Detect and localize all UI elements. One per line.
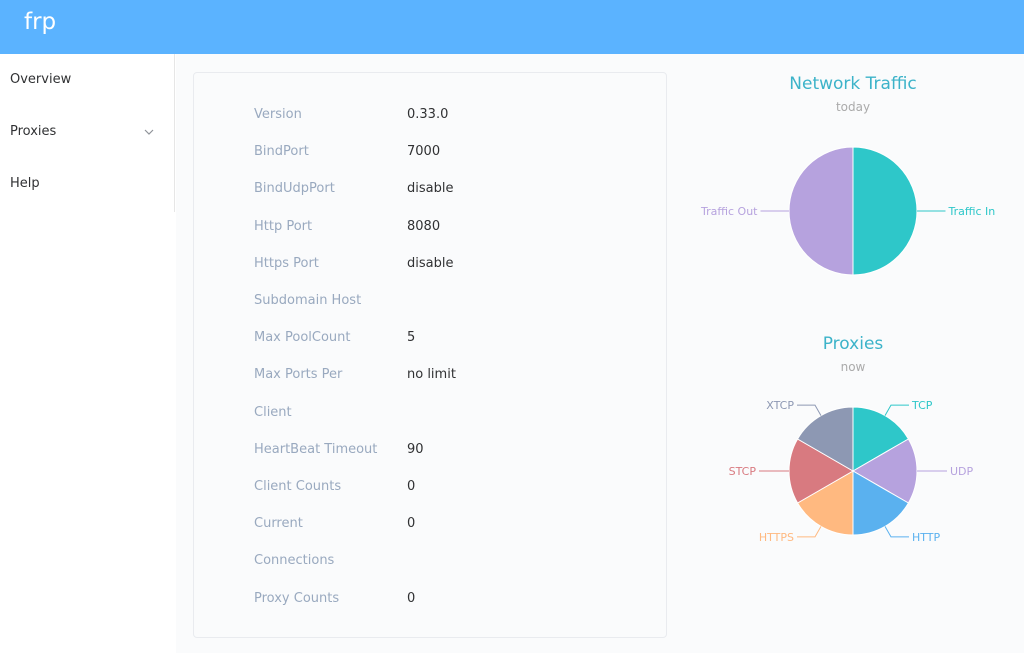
app-header: frp [0, 0, 1024, 54]
sidebar-item-overview[interactable]: Overview [0, 54, 174, 106]
info-label: BindUdpPort [254, 181, 335, 197]
info-value: 0 [407, 479, 416, 494]
info-value: disable [407, 181, 454, 197]
info-label: Connections [254, 553, 335, 569]
pie-label-https: HTTPS [759, 531, 794, 544]
pie-label-line [884, 404, 909, 416]
chart-title-traffic: Network Traffic [789, 74, 917, 94]
info-label: Current [254, 516, 303, 532]
info-label: Client [254, 404, 292, 420]
chart-subtitle-proxies: now [840, 360, 866, 374]
info-label: Http Port [254, 218, 313, 234]
pie-label-traffic-in: Traffic In [948, 205, 996, 218]
chevron-down-icon [144, 106, 154, 158]
chart-subtitle-traffic: today [835, 100, 871, 114]
info-value: 5 [407, 330, 416, 346]
pie-label-line [797, 526, 822, 538]
sidebar-item-help[interactable]: Help [0, 158, 174, 210]
sidebar-item-label: Overview [10, 72, 72, 87]
info-value: 0.33.0 [407, 107, 449, 122]
chart-title-proxies: Proxies [822, 334, 884, 354]
info-label: Proxy Counts [254, 590, 340, 606]
info-value: 7000 [407, 144, 441, 160]
info-label: Max PoolCount [254, 330, 351, 346]
info-value: 8080 [407, 218, 441, 234]
pie-slice-udp[interactable] [851, 438, 918, 504]
sidebar-menu: Overview Proxies Help [0, 54, 175, 212]
info-value: 90 [407, 441, 424, 457]
info-label: BindPort [254, 144, 309, 160]
pie-slice-xtcp[interactable] [796, 406, 854, 472]
pie-label-line [797, 404, 822, 416]
info-value: 0 [407, 516, 416, 532]
info-label: Version [254, 107, 302, 122]
pie-slice-https[interactable] [796, 470, 854, 536]
pie-label-udp: UDP [950, 465, 974, 478]
info-label: Subdomain Host [254, 293, 362, 308]
sidebar-item-label: Help [10, 176, 40, 191]
pie-label-stcp: STCP [729, 465, 757, 478]
pie-slice-traffic-in[interactable] [852, 146, 918, 276]
pie-slice-tcp[interactable] [852, 406, 910, 472]
server-info-card: Version 0.33.0 BindPort 7000 BindUdpPort disa… [193, 72, 667, 638]
info-value: disable [407, 255, 454, 271]
pie-label-http: HTTP [912, 531, 941, 544]
proxies-chart: TCP UDP HTTP HTTPS STCP XTCP [729, 399, 974, 544]
sidebar-item-proxies[interactable]: Proxies [0, 106, 174, 158]
sidebar-item-label: Proxies [10, 124, 57, 139]
info-label: HeartBeat Timeout [254, 441, 378, 457]
info-value: 0 [407, 590, 416, 606]
pie-label-xtcp: XTCP [766, 399, 794, 412]
pie-label-tcp: TCP [911, 399, 933, 412]
info-value: no limit [407, 367, 456, 383]
network-traffic-chart: Traffic In Traffic Out [700, 146, 996, 276]
pie-label-line [884, 526, 909, 538]
pie-slice-traffic-out[interactable] [788, 146, 854, 276]
pie-label-traffic-out: Traffic Out [700, 205, 758, 218]
pie-slice-http[interactable] [852, 470, 910, 536]
info-label: Max Ports Per [254, 367, 343, 383]
pie-slice-stcp[interactable] [788, 438, 855, 504]
info-label: Https Port [254, 255, 319, 271]
info-label: Client Counts [254, 479, 342, 494]
brand-logo[interactable]: frp [24, 9, 57, 35]
